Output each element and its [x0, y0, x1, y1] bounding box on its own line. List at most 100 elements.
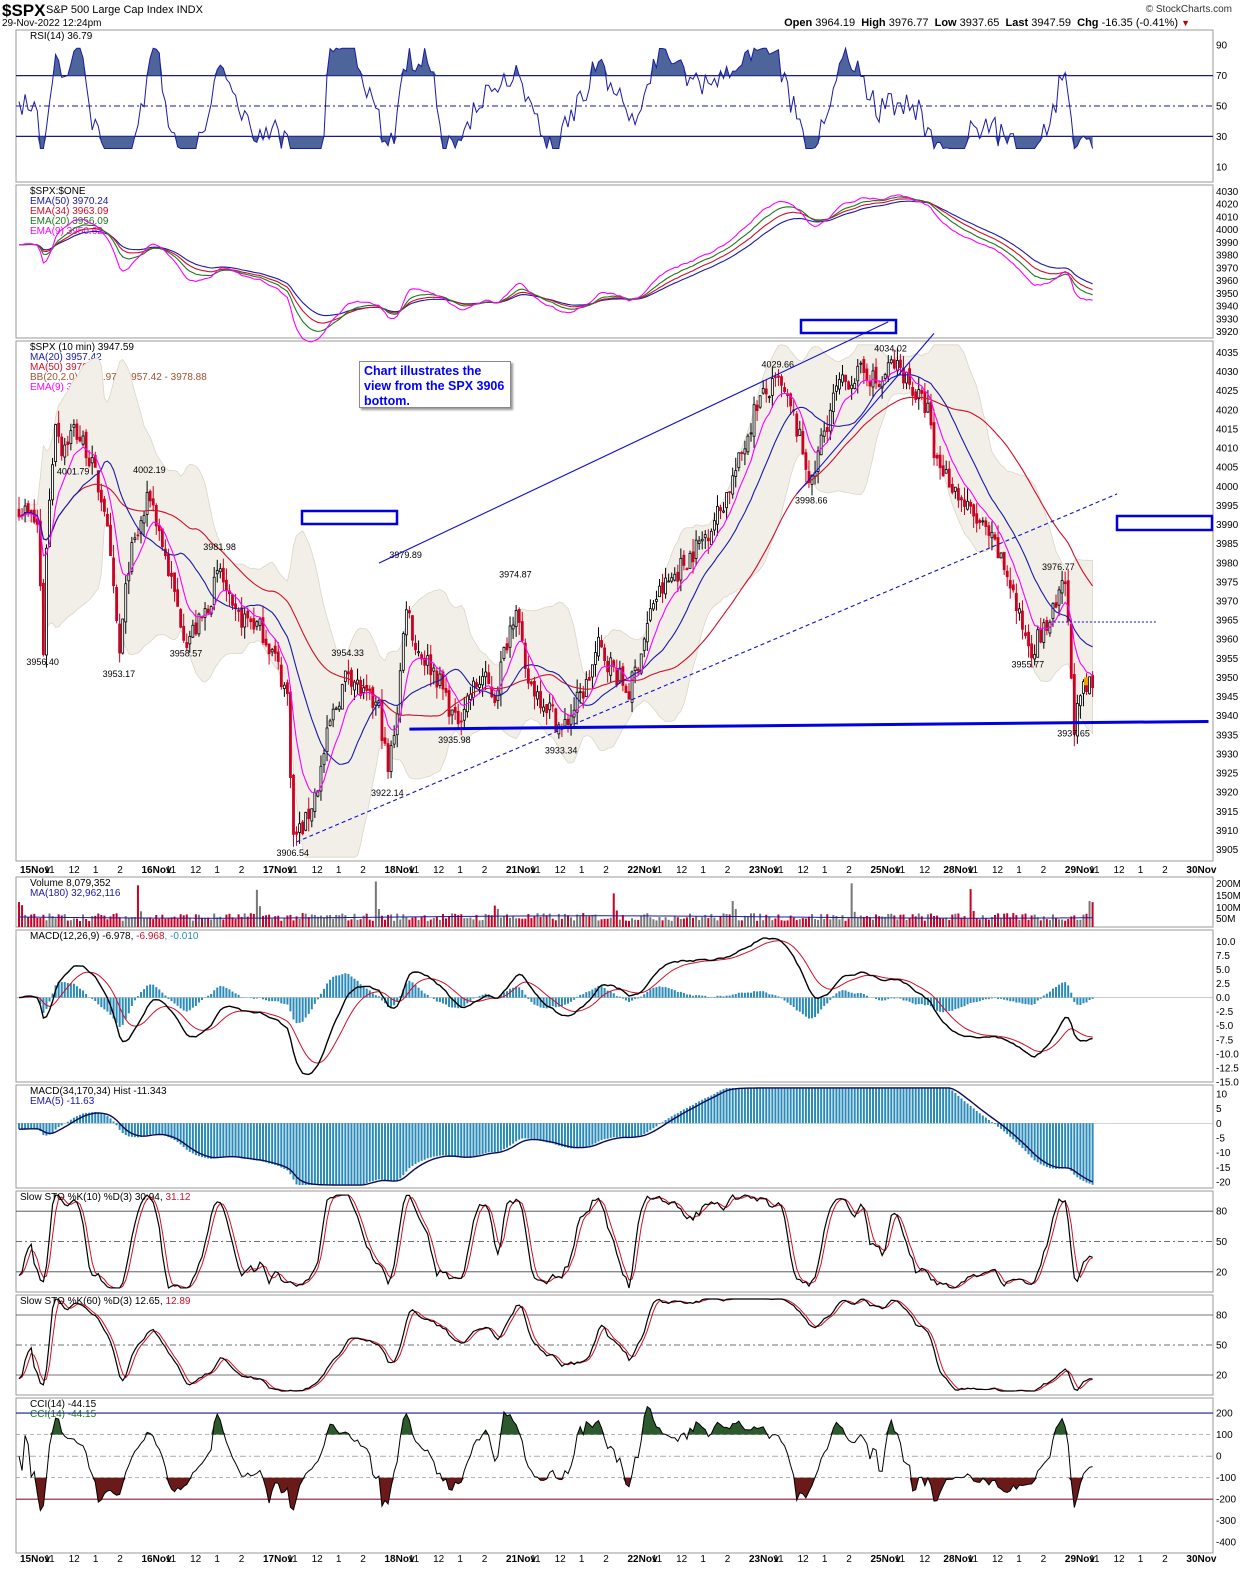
macd2-hist-bar [695, 1103, 698, 1124]
macd1-hist-bar [850, 992, 853, 998]
price-candle-body [106, 513, 109, 527]
volume-bar [698, 920, 701, 927]
macd2-hist-bar [94, 1111, 97, 1124]
price-candle-body [432, 667, 436, 672]
volume-bar [194, 914, 197, 927]
volume-bar [820, 914, 823, 927]
macd2-hist-bar [109, 1118, 112, 1124]
x-axis-label: 2 [1041, 1554, 1047, 1565]
macd2-hist-bar [859, 1087, 862, 1124]
price-candle-body [517, 609, 521, 623]
macd1-hist-bar [207, 995, 210, 998]
macd1-hist-bar [600, 986, 603, 998]
macd1-hist-bar [167, 997, 170, 1000]
price-candle-body [975, 513, 979, 524]
macd2-hist-bar [426, 1123, 429, 1159]
macd2-hist-bar [573, 1123, 576, 1149]
macd1-hist-bar [841, 990, 844, 998]
macd2-hist-bar [661, 1122, 664, 1124]
price-candle-body [54, 424, 57, 462]
macd1-hist-bar [563, 997, 566, 1005]
macd2-hist-bar [716, 1091, 719, 1124]
price-candle-body [231, 594, 234, 606]
macd1-hist-bar [344, 973, 347, 998]
cci-frame [15, 1397, 1214, 1554]
macd2-hist-bar [704, 1098, 707, 1124]
volume-bar [856, 917, 859, 927]
macd2-hist-bar [326, 1123, 329, 1186]
macd1-hist-bar [676, 992, 679, 998]
cci-negative-fill [19, 1477, 1093, 1511]
macd1-hist-bar [127, 997, 130, 1014]
macd1-hist-bar [51, 993, 54, 998]
macd1-hist-bar [338, 975, 341, 998]
volume-bar [54, 918, 57, 927]
macd2-hist-bar [689, 1106, 691, 1124]
macd1-hist-bar [82, 990, 85, 998]
volume-bar [746, 916, 749, 927]
macd1-hist-bar [731, 994, 734, 998]
price-candle-body [581, 691, 585, 699]
price-candle-body [301, 821, 305, 835]
chg-value: -16.35 (-0.41%) [1101, 17, 1179, 29]
macd2-hist-bar [902, 1087, 905, 1124]
volume-bar [451, 913, 454, 927]
price-candle-body [426, 655, 430, 666]
macd2-hist-bar [521, 1123, 524, 1139]
macd1-hist-bar [1045, 993, 1048, 998]
price-candle-body [420, 654, 424, 660]
price-candle-body [731, 475, 735, 495]
macd2-hist-bar [490, 1123, 493, 1153]
x-axis-label: 12 [919, 1554, 931, 1565]
macd1-hist-bar [48, 997, 51, 1002]
volume-bar [563, 913, 566, 927]
x-axis-label: 11 [166, 865, 177, 876]
macd1-hist-bar [655, 987, 658, 998]
sto1-y-tick: 50 [1216, 1237, 1228, 1248]
ratio-ema-line [18, 200, 1093, 317]
price-candle-body [755, 404, 759, 412]
macd1-frame [15, 929, 1214, 1083]
price-candle-body [267, 643, 271, 655]
price-candle-body [770, 378, 774, 396]
macd1-hist-bar [457, 997, 460, 1009]
macd2-hist-bar [1018, 1123, 1021, 1145]
volume-bar [365, 913, 368, 927]
price-candle-body [350, 669, 353, 687]
volume-bar [548, 913, 551, 927]
macd2-hist-bar [951, 1090, 954, 1124]
x-axis-label: 1 [336, 1554, 342, 1565]
macd2-hist-bar [380, 1123, 383, 1180]
volume-bar [283, 918, 286, 927]
price-candle-body [218, 568, 222, 573]
price-candle-body [862, 359, 866, 373]
volume-bar [963, 916, 966, 927]
price-candle-body [237, 609, 241, 612]
volume-bar [432, 918, 435, 927]
volume-bar [844, 920, 847, 927]
macd2-hist-bar [524, 1123, 527, 1139]
volume-bar [774, 918, 777, 927]
macd1-hist-bar [307, 997, 310, 1014]
macd2-hist-bar [423, 1123, 426, 1160]
macd1-hist-bar [326, 983, 329, 998]
ratio-legend-item: EMA(34) 3963.09 [30, 206, 109, 217]
macd1-hist-bar [60, 982, 63, 998]
macd2-hist-bar [582, 1123, 585, 1148]
price-label: 3922.14 [371, 788, 404, 798]
ratio-y-tick: 3960 [1216, 276, 1239, 287]
volume-bar [631, 918, 634, 927]
macd1-hist-bar [1036, 997, 1039, 1001]
high-value: 3976.77 [888, 17, 929, 29]
volume-bar [94, 915, 97, 927]
price-candle-body [780, 376, 783, 386]
macd1-hist-bar [807, 997, 810, 1019]
price-candle-body [1072, 674, 1076, 736]
macd1-hist-bar [875, 997, 878, 999]
macd1-hist-bar [762, 991, 765, 998]
macd1-hist-bar [823, 997, 826, 1006]
macd2-hist-bar [66, 1121, 69, 1124]
volume-bar [707, 918, 710, 927]
macd1-hist-bar [804, 997, 807, 1017]
price-candle-body [502, 647, 506, 659]
